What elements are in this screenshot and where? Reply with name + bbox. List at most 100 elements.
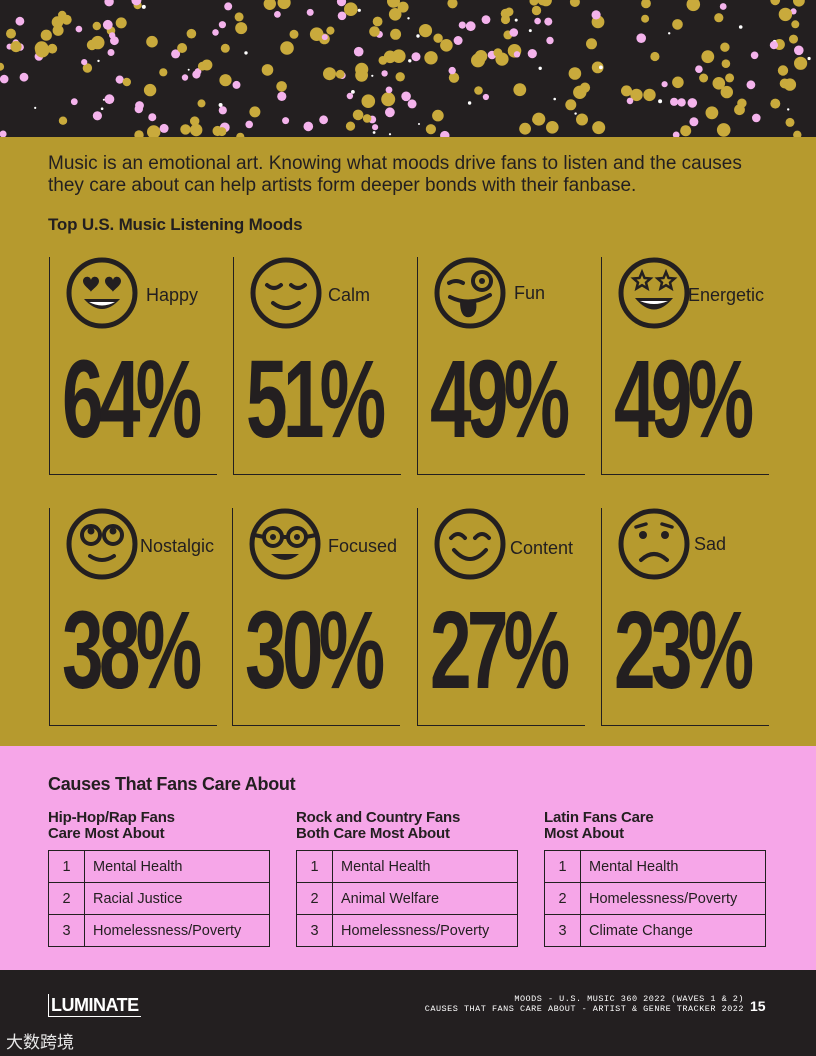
cause-cell: Homelessness/Poverty	[580, 882, 766, 915]
causes-column-title: Latin Fans Care Most About	[544, 810, 766, 850]
confetti-dot	[323, 67, 336, 81]
watermark: 大数跨境	[6, 1033, 74, 1052]
confetti-dot	[720, 85, 733, 99]
confetti-dot	[509, 28, 519, 37]
rolling-eyes-face-icon	[66, 508, 138, 580]
confetti-dot	[695, 65, 703, 73]
table-row: 2 Homelessness/Poverty	[544, 882, 766, 915]
confetti-dot	[102, 19, 113, 30]
confetti-dot	[397, 1, 409, 13]
confetti-dot	[474, 86, 483, 95]
confetti-dot	[104, 94, 115, 105]
confetti-dot	[378, 56, 388, 65]
mood-card-focused: Focused 30%	[232, 508, 400, 726]
confetti-dot	[131, 0, 142, 6]
confetti-dot	[447, 0, 458, 9]
confetti-dot	[528, 29, 532, 33]
confetti-dot	[147, 125, 161, 137]
causes-table: 1 Mental Health 2 Animal Welfare 3 Homeless…	[296, 850, 518, 947]
confetti-dot	[789, 34, 798, 44]
confetti-dot	[212, 29, 219, 36]
confetti-dot	[190, 123, 203, 137]
confetti-dot	[82, 63, 93, 73]
confetti-dot	[390, 28, 402, 40]
rank-cell: 1	[48, 850, 85, 883]
confetti-dot	[770, 98, 781, 109]
confetti-dot	[738, 25, 743, 29]
mood-percent: 23%	[614, 589, 754, 712]
confetti-dot	[6, 28, 16, 39]
confetti-dot	[418, 123, 420, 125]
confetti-dot	[424, 51, 438, 65]
confetti-dot	[407, 17, 410, 20]
confetti-dot	[440, 39, 453, 52]
sad-face-icon	[618, 508, 690, 580]
confetti-dot	[236, 132, 245, 137]
page-number: 15	[750, 998, 766, 1014]
confetti-dot	[58, 116, 68, 125]
confetti-dot	[122, 77, 131, 87]
confetti-dot	[337, 11, 347, 21]
causes-table: 1 Mental Health 2 Homelessness/Poverty 3 Cl…	[544, 850, 766, 947]
confetti-dot	[351, 90, 355, 94]
confetti-dot	[70, 98, 78, 106]
confetti-dot	[592, 121, 606, 135]
table-row: 1 Mental Health	[48, 850, 270, 883]
mood-card-happy: Happy 64%	[49, 257, 217, 475]
confetti-dot	[411, 52, 421, 62]
mood-card-sad: Sad 23%	[601, 508, 769, 726]
confetti-dot	[448, 72, 460, 83]
mood-percent: 30%	[245, 589, 385, 712]
confetti-dot	[249, 106, 261, 118]
mood-percent: 49%	[430, 338, 570, 461]
confetti-dot	[573, 85, 587, 100]
confetti-dot	[19, 72, 29, 82]
confetti-dot	[777, 65, 789, 76]
confetti-dot	[0, 130, 7, 137]
confetti-dot	[346, 92, 354, 100]
confetti-dot	[102, 98, 105, 101]
mood-label: Sad	[694, 534, 727, 554]
rank-cell: 3	[48, 914, 85, 947]
confetti-dot	[107, 49, 115, 56]
confetti-dot	[190, 116, 200, 126]
confetti-dot	[712, 77, 726, 90]
confetti-dot	[668, 32, 671, 35]
confetti-dot	[369, 26, 380, 37]
confetti-dot	[303, 121, 314, 132]
title-line: Both Care Most About	[296, 825, 450, 842]
confetti-dot	[143, 83, 157, 97]
confetti-dot	[481, 15, 491, 24]
confetti-dot	[104, 0, 114, 7]
confetti-dot	[672, 76, 684, 89]
confetti-dot	[0, 74, 9, 84]
tongue-wink-face-icon	[434, 257, 506, 329]
confetti-dot	[282, 117, 290, 125]
confetti-dot	[532, 115, 541, 125]
confetti-dot	[752, 113, 761, 123]
confetti-dot	[235, 22, 248, 35]
rank-cell: 2	[544, 882, 581, 915]
confetti-dot	[187, 68, 190, 71]
confetti-dot	[672, 19, 683, 30]
footer-source-text: MOODS - U.S. MUSIC 360 2022 (WAVES 1 & 2…	[425, 994, 744, 1014]
confetti-dot	[785, 117, 795, 127]
rank-cell: 1	[544, 850, 581, 883]
confetti-dot	[392, 49, 406, 63]
confetti-dot	[720, 42, 730, 52]
confetti-decoration	[0, 0, 811, 137]
confetti-dot	[787, 108, 790, 111]
confetti-dot	[677, 98, 686, 107]
confetti-dot	[336, 0, 347, 7]
confetti-dot	[630, 88, 643, 102]
confetti-dot	[326, 26, 335, 35]
confetti-dot	[15, 16, 25, 26]
confetti-dot	[385, 107, 395, 118]
mood-card-nostalgic: Nostalgic 38%	[49, 508, 217, 726]
confetti-dot	[465, 21, 476, 32]
confetti-dot	[353, 46, 364, 57]
confetti-dot	[274, 11, 281, 18]
confetti-dot	[495, 52, 509, 66]
mood-percent: 27%	[430, 589, 570, 712]
confetti-dot	[91, 35, 105, 50]
